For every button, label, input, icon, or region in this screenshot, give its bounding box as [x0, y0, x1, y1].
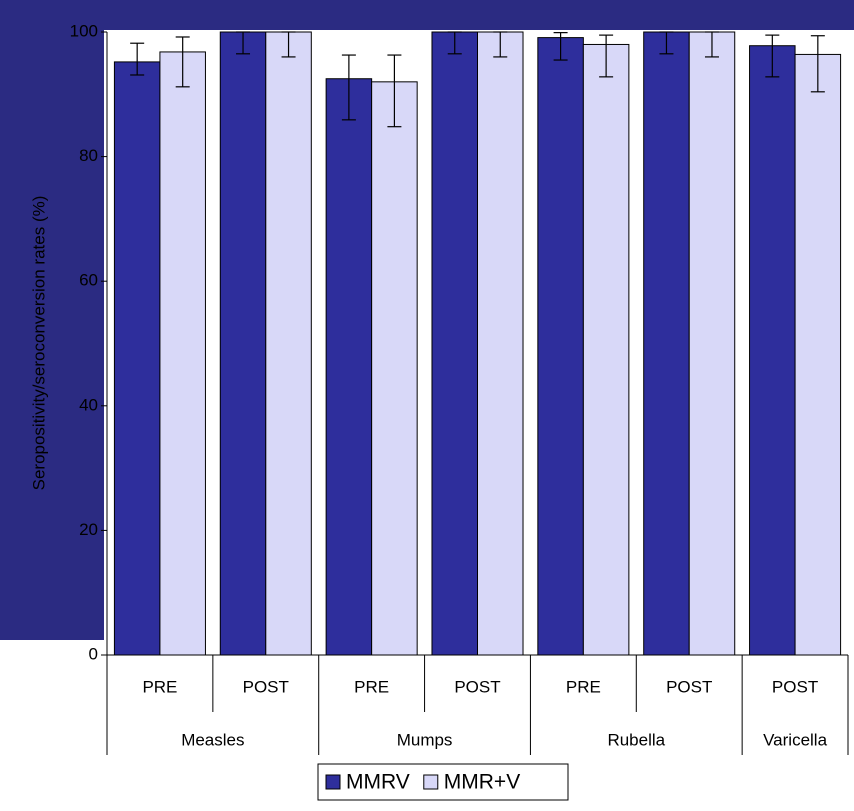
bar: [372, 82, 418, 655]
x-tick-label: PRE: [142, 677, 177, 696]
background-band: [0, 0, 854, 30]
bar: [432, 32, 478, 655]
bar: [160, 52, 206, 655]
x-tick-label: PRE: [566, 677, 601, 696]
x-tick-label: POST: [243, 677, 289, 696]
y-tick-label: 60: [79, 271, 98, 290]
bar: [538, 38, 584, 655]
y-axis-label: Seropositivity/seroconversion rates (%): [29, 196, 48, 491]
y-tick-label: 0: [89, 644, 98, 663]
bar: [583, 44, 629, 655]
legend-swatch: [424, 775, 438, 789]
background-band: [0, 0, 104, 640]
x-tick-label: POST: [666, 677, 712, 696]
x-tick-label: POST: [454, 677, 500, 696]
bar: [326, 79, 372, 655]
legend-label: MMRV: [346, 771, 410, 794]
chart: Seropositivity/seroconversion rates (%) …: [0, 0, 854, 811]
group-label: Measles: [181, 730, 244, 749]
bar: [689, 32, 735, 655]
y-tick-label: 100: [70, 21, 98, 40]
bar: [220, 32, 266, 655]
bar: [644, 32, 690, 655]
group-label: Rubella: [607, 730, 665, 749]
bar: [750, 46, 796, 655]
group-label: Mumps: [397, 730, 453, 749]
bar: [478, 32, 524, 655]
y-tick-label: 40: [79, 395, 98, 414]
x-tick-label: POST: [772, 677, 818, 696]
bar: [795, 54, 841, 655]
bar: [266, 32, 312, 655]
legend-label: MMR+V: [444, 771, 520, 794]
x-tick-label: PRE: [354, 677, 389, 696]
bar: [114, 62, 160, 655]
y-tick-label: 80: [79, 146, 98, 165]
legend-swatch: [326, 775, 340, 789]
y-tick-label: 20: [79, 520, 98, 539]
group-label: Varicella: [763, 730, 827, 749]
